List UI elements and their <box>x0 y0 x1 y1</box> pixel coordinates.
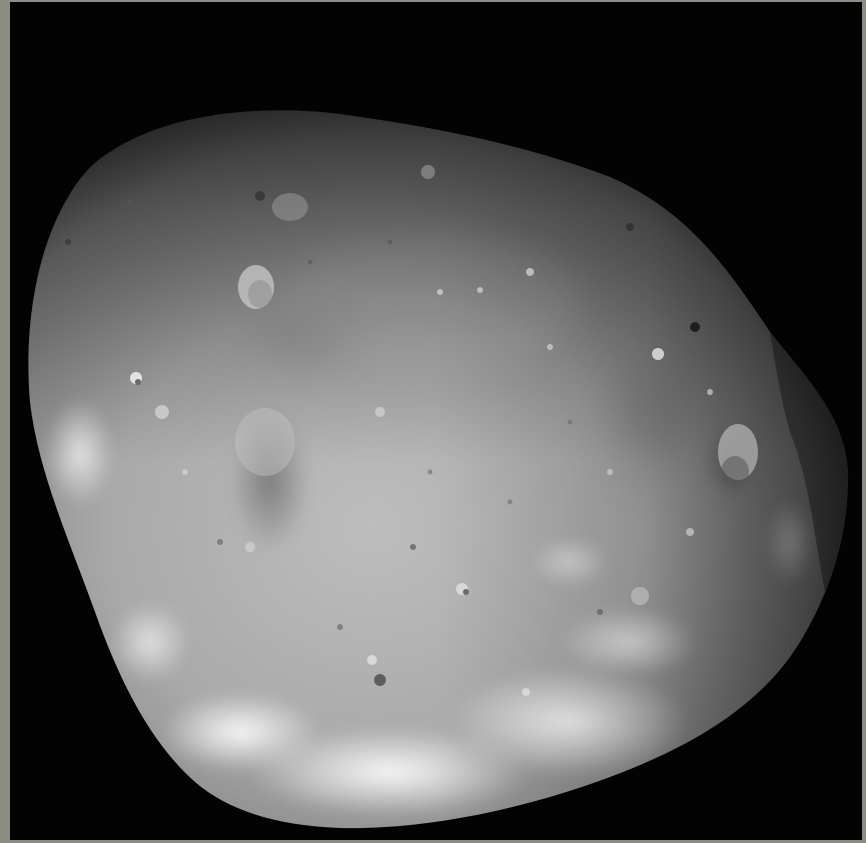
moon-photograph <box>10 2 862 840</box>
terminator-shadow <box>770 332 849 592</box>
moon-image <box>28 110 849 829</box>
crater-features <box>65 165 758 696</box>
moon-body <box>28 110 849 829</box>
